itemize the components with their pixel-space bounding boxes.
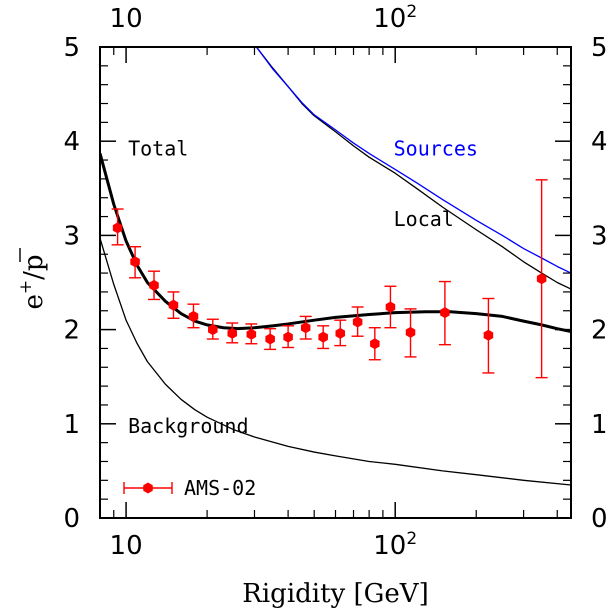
- data-point: [206, 318, 219, 340]
- data-point: [129, 246, 142, 279]
- data-point: [404, 308, 417, 358]
- data-marker: [283, 331, 293, 343]
- data-point: [334, 319, 347, 347]
- annotation-background: Background: [128, 414, 248, 438]
- data-marker: [536, 273, 547, 285]
- data-point: [317, 325, 330, 350]
- data-marker: [130, 256, 140, 268]
- text-layer: Total Sources Local Background: [128, 136, 478, 438]
- data-point: [438, 280, 451, 346]
- data-point: [535, 179, 548, 379]
- y-title-sup: +: [16, 280, 36, 294]
- y-tick-label-right: 3: [591, 221, 608, 251]
- data-point: [187, 303, 200, 329]
- axes-layer: 0 0 1 1 2 2 3 3 4 4 5 5 10 10 102 102 Rigidity [GeV] e+/p: [16, 2, 608, 609]
- data-point: [226, 322, 239, 344]
- data-marker: [265, 333, 275, 345]
- data-point: [282, 325, 295, 349]
- data-point: [148, 270, 161, 301]
- data-marker: [405, 326, 416, 338]
- data-point: [264, 327, 277, 351]
- data-marker: [335, 327, 346, 339]
- x-tick-label-bottom: 102: [373, 529, 417, 561]
- data-marker: [227, 327, 237, 339]
- y-tick-label-right: 5: [591, 33, 608, 63]
- data-point: [299, 315, 312, 340]
- data-marker: [483, 329, 494, 341]
- data-point: [167, 291, 180, 319]
- plot-frame: [99, 46, 572, 519]
- annotation-local: Local: [394, 207, 454, 231]
- y-tick-label-left: 1: [63, 410, 80, 440]
- data-point: [482, 297, 495, 374]
- y-axis-title: e+/p: [16, 248, 49, 310]
- legend-marker: [143, 482, 153, 494]
- x-axis-title: Rigidity [GeV]: [242, 579, 428, 609]
- y-axis-title-text: e+/p: [16, 254, 49, 309]
- curve-local: [255, 47, 571, 290]
- x-tick-exponent: 2: [406, 529, 417, 549]
- y-tick-label-left: 0: [63, 504, 80, 534]
- data-marker: [300, 322, 311, 334]
- data-point: [111, 208, 124, 246]
- data-marker: [440, 307, 450, 319]
- annotation-total: Total: [128, 136, 188, 160]
- curve-sources: [255, 47, 571, 274]
- y-tick-label-left: 3: [63, 221, 80, 251]
- data-marker: [149, 279, 159, 291]
- legend-label: AMS-02: [184, 476, 256, 500]
- data-marker: [112, 222, 123, 234]
- data-point: [245, 323, 258, 345]
- data-marker: [385, 301, 396, 313]
- data-point: [384, 285, 397, 329]
- y-tick-label-right: 2: [591, 316, 608, 346]
- data-marker: [208, 324, 218, 336]
- y-tick-label-right: 1: [591, 410, 608, 440]
- y-title-base: e: [19, 294, 49, 309]
- y-tick-label-left: 5: [63, 33, 80, 63]
- data-point: [351, 306, 364, 337]
- data-marker: [246, 328, 257, 340]
- y-tick-label-right: 0: [591, 504, 608, 534]
- data-marker: [168, 299, 179, 311]
- y-title-over: /p: [19, 254, 49, 279]
- data-marker: [188, 310, 199, 322]
- x-tick-label-top: 10: [110, 4, 143, 34]
- data-point: [368, 327, 381, 361]
- x-tick-exponent: 2: [406, 2, 417, 22]
- data-marker: [318, 331, 328, 343]
- x-tick-label-top: 102: [373, 2, 417, 34]
- data-marker: [370, 338, 380, 350]
- points-layer: [111, 179, 548, 379]
- x-tick-label-bottom: 10: [110, 531, 143, 561]
- y-tick-label-left: 2: [63, 316, 80, 346]
- legend-layer: AMS-02: [123, 476, 256, 500]
- y-tick-label-left: 4: [63, 127, 80, 157]
- data-marker: [352, 316, 363, 328]
- annotation-sources: Sources: [394, 136, 478, 160]
- y-tick-label-right: 4: [591, 127, 608, 157]
- curve-background: [100, 238, 571, 486]
